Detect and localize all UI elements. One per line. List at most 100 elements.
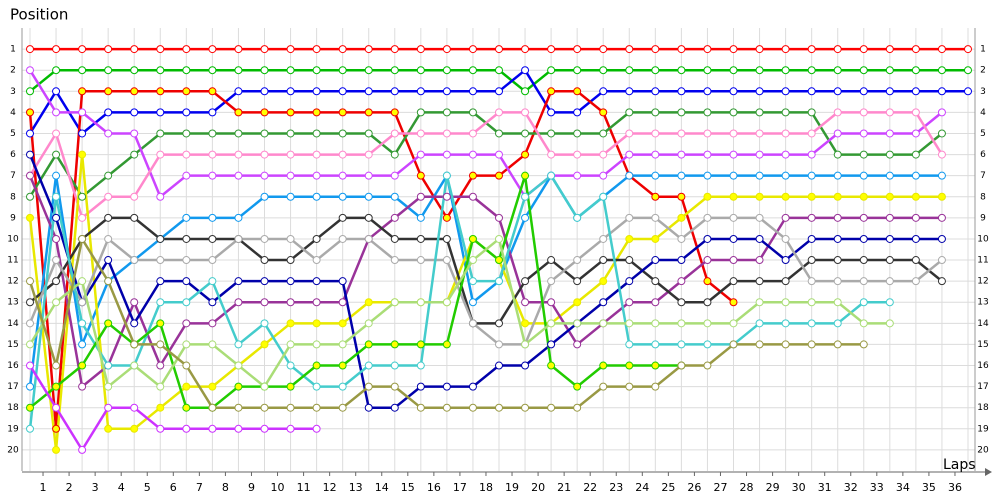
lap-marker (911, 108, 920, 117)
lap-marker (234, 171, 243, 180)
lap-marker (468, 66, 477, 75)
y-tick-label: 2 (10, 66, 16, 76)
lap-marker (781, 213, 790, 222)
lap-marker (52, 108, 61, 117)
lap-marker (859, 171, 868, 180)
lap-marker (781, 171, 790, 180)
lap-marker (833, 298, 842, 307)
lap-marker (338, 361, 347, 370)
lap-marker (390, 192, 399, 201)
lap-marker (260, 319, 269, 328)
lap-marker (495, 256, 503, 265)
lap-marker (495, 277, 503, 286)
lap-marker (703, 45, 712, 54)
y-tick-label-right: 8 (980, 192, 986, 202)
lap-marker (260, 87, 269, 96)
lap-marker (651, 192, 660, 201)
x-axis-label: Laps (943, 457, 976, 473)
lap-marker (104, 424, 113, 433)
lap-marker (599, 171, 608, 180)
lap-marker (156, 234, 165, 243)
lap-marker (390, 361, 399, 370)
x-tick-label: 19 (505, 481, 519, 494)
lap-marker (130, 340, 139, 349)
lap-marker (599, 129, 608, 138)
lap-marker (26, 403, 34, 412)
lap-marker (312, 87, 321, 96)
x-tick-label: 15 (401, 481, 415, 494)
lap-marker (78, 87, 87, 96)
lap-marker (677, 340, 686, 349)
lap-marker (52, 424, 61, 433)
lap-marker (286, 171, 295, 180)
series-line (28, 175, 942, 388)
y-tick-label: 11 (7, 256, 18, 266)
lap-marker (442, 87, 451, 96)
lap-marker (364, 361, 373, 370)
lap-marker (521, 87, 530, 96)
lap-marker (521, 129, 530, 138)
lap-marker (937, 66, 946, 75)
lap-marker (547, 361, 556, 370)
lap-marker (390, 66, 399, 75)
lap-marker (286, 192, 295, 201)
y-tick-label-right: 11 (977, 256, 988, 266)
lap-marker (755, 319, 764, 328)
lap-marker (312, 256, 321, 265)
lap-marker (495, 361, 503, 370)
lap-marker (599, 382, 608, 391)
lap-marker (182, 382, 191, 391)
lap-marker (651, 129, 660, 138)
lap-marker (807, 256, 816, 265)
lap-marker (468, 150, 477, 159)
lap-marker (599, 192, 608, 201)
lap-marker (468, 234, 477, 243)
lap-marker (338, 171, 347, 180)
lap-marker (286, 403, 295, 412)
lap-marker (937, 256, 946, 265)
lap-marker (677, 87, 686, 96)
lap-marker (468, 256, 477, 265)
lap-marker (651, 45, 660, 54)
lap-marker (26, 277, 34, 286)
lap-marker (547, 340, 556, 349)
x-tick-label: 9 (248, 481, 255, 494)
x-tick-label: 23 (609, 481, 623, 494)
lap-marker (208, 234, 217, 243)
lap-marker (156, 87, 165, 96)
lap-marker (703, 129, 712, 138)
lap-marker (442, 340, 451, 349)
lap-marker (182, 277, 191, 286)
lap-marker (390, 256, 399, 265)
lap-marker (625, 171, 634, 180)
x-tick-label: 26 (687, 481, 701, 494)
lap-marker (547, 45, 556, 54)
lap-marker (859, 66, 868, 75)
lap-marker (677, 213, 686, 222)
lap-marker (573, 66, 582, 75)
x-tick-label: 31 (818, 481, 832, 494)
lap-marker (495, 403, 503, 412)
lap-marker (755, 87, 764, 96)
lap-marker (859, 256, 868, 265)
lap-marker (495, 234, 503, 243)
lap-marker (442, 256, 451, 265)
lap-marker (677, 171, 686, 180)
lap-marker (833, 319, 842, 328)
lap-marker (156, 66, 165, 75)
lap-marker (547, 87, 556, 96)
lap-marker (468, 108, 477, 117)
lap-marker (885, 234, 894, 243)
lap-marker (130, 66, 139, 75)
lap-marker (260, 129, 269, 138)
lap-marker (703, 340, 712, 349)
x-tick-label: 18 (479, 481, 493, 494)
lap-marker (104, 108, 113, 117)
lap-marker (312, 171, 321, 180)
lap-marker (234, 361, 243, 370)
lap-marker (677, 150, 686, 159)
lap-marker (416, 382, 425, 391)
lap-marker (52, 171, 61, 180)
lap-marker (573, 213, 582, 222)
lap-marker (208, 150, 217, 159)
